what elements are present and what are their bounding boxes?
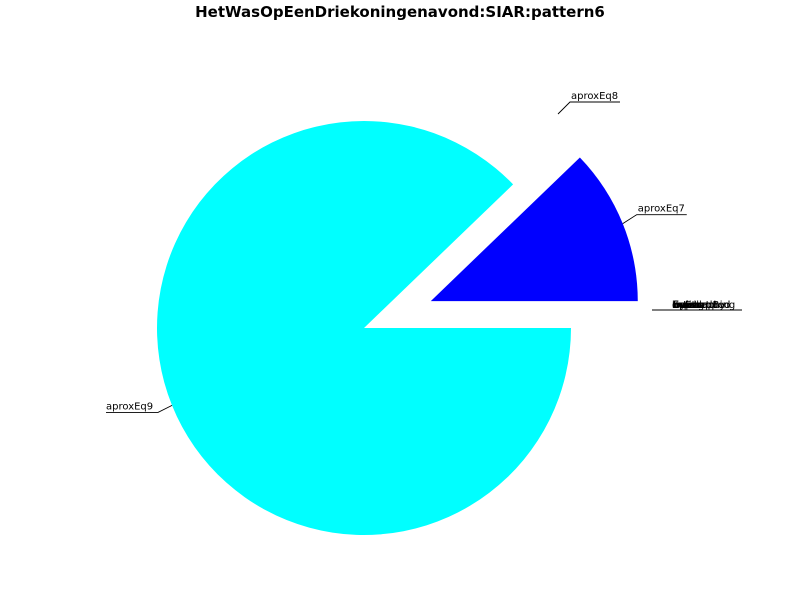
slice-label-aproxEq7: aproxEq7 (638, 204, 685, 215)
slice-label-aproxEq8: aproxEq8 (571, 91, 618, 102)
leader-line-aproxEq8 (557, 101, 620, 115)
leader-line-aproxEq9 (106, 405, 173, 413)
zero-slice-label-equal: equal (674, 300, 702, 311)
zero-slice-label-interrupted: interrupted (674, 300, 730, 311)
zero-slice-label-meets: meets (672, 300, 703, 311)
zero-slice-label-finishedBy: finishedBy (673, 300, 725, 311)
pie-slice-aproxEq7 (430, 157, 638, 302)
slice-label-aproxEq9: aproxEq9 (106, 401, 153, 412)
pie-slice-aproxEq9 (156, 121, 571, 536)
zero-slice-label-overlapped: overlapped (674, 300, 730, 311)
zero-slice-label-during: during (672, 300, 704, 311)
zero-slice-label-before: before (672, 300, 704, 311)
zero-slice-label-approaching: approaching (673, 300, 735, 311)
chart-title: HetWasOpEenDriekoningenavond:SIAR:patter… (195, 3, 605, 21)
zero-slice-label-byStart: byStart (673, 300, 710, 311)
leader-line-aproxEq7 (622, 214, 687, 225)
